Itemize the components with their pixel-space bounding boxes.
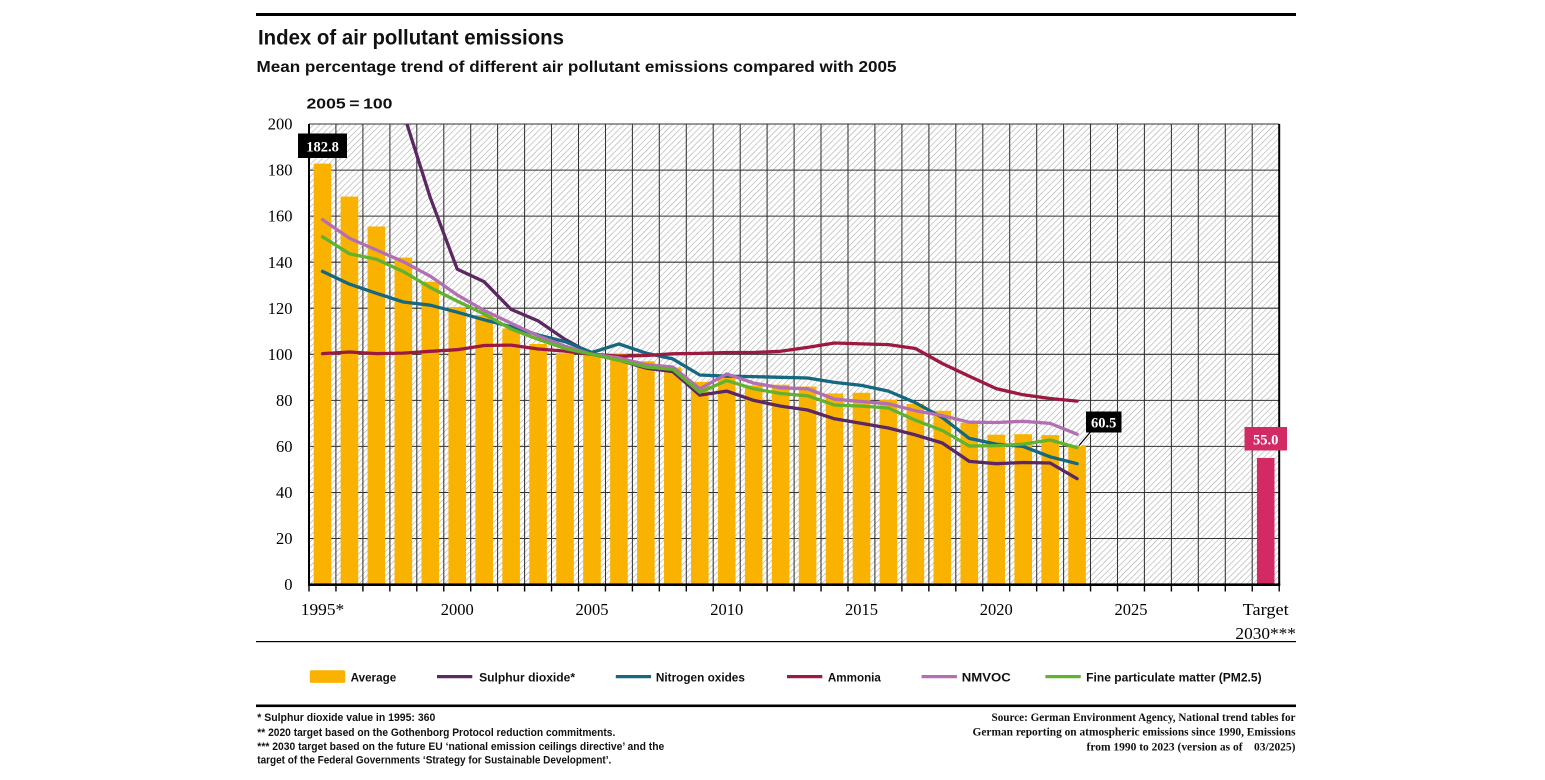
svg-text:** 2020 target based on the Go: ** 2020 target based on the Gothenborg P… xyxy=(257,727,615,739)
svg-text:German reporting on atmospheri: German reporting on atmospheric emission… xyxy=(973,727,1297,739)
svg-text:Sulphur dioxide*: Sulphur dioxide* xyxy=(479,670,575,684)
svg-text:40: 40 xyxy=(276,483,293,502)
svg-text:2000: 2000 xyxy=(441,600,474,619)
svg-text:120: 120 xyxy=(268,299,293,318)
svg-text:182.8: 182.8 xyxy=(306,140,339,156)
svg-text:2005 = 100: 2005 = 100 xyxy=(307,96,393,113)
svg-text:2015: 2015 xyxy=(845,600,878,619)
svg-text:0: 0 xyxy=(284,575,292,594)
svg-text:100: 100 xyxy=(268,345,293,364)
svg-text:2005: 2005 xyxy=(576,600,609,619)
svg-text:Nitrogen oxides: Nitrogen oxides xyxy=(656,670,745,684)
svg-text:2025: 2025 xyxy=(1115,600,1148,619)
svg-text:Fine particulate matter (PM2.5: Fine particulate matter (PM2.5) xyxy=(1086,670,1261,684)
svg-text:2010: 2010 xyxy=(710,600,743,619)
svg-text:Ammonia: Ammonia xyxy=(828,670,881,684)
svg-text:Average: Average xyxy=(351,670,397,684)
svg-text:20: 20 xyxy=(276,529,293,548)
svg-text:Source: German Environment Age: Source: German Environment Agency, Natio… xyxy=(992,712,1296,724)
svg-text:60: 60 xyxy=(276,437,293,456)
svg-text:target of the Federal Governme: target of the Federal Governments ‘Strat… xyxy=(257,755,611,767)
svg-text:160: 160 xyxy=(268,207,293,226)
svg-text:180: 180 xyxy=(268,161,293,180)
svg-text:2020: 2020 xyxy=(980,600,1013,619)
svg-text:80: 80 xyxy=(276,391,293,410)
svg-text:60.5: 60.5 xyxy=(1091,416,1116,432)
svg-text:140: 140 xyxy=(268,253,293,272)
svg-text:1995*: 1995* xyxy=(301,600,345,619)
svg-text:*** 2030 target based on the f: *** 2030 target based on the future EU ‘… xyxy=(257,741,664,753)
svg-text:55.0: 55.0 xyxy=(1253,433,1278,449)
svg-text:NMVOC: NMVOC xyxy=(962,670,1011,684)
svg-text:from 1990 to 2023 (version as: from 1990 to 2023 (version as of 03/2025… xyxy=(1087,742,1296,754)
svg-text:Target: Target xyxy=(1243,600,1289,619)
svg-text:200: 200 xyxy=(268,115,293,134)
svg-text:Mean percentage trend of diffe: Mean percentage trend of different air p… xyxy=(257,59,897,76)
svg-text:2030***: 2030*** xyxy=(1235,624,1296,643)
svg-text:Index of air pollutant emissio: Index of air pollutant emissions xyxy=(258,27,564,50)
svg-text:* Sulphur dioxide value in 199: * Sulphur dioxide value in 1995: 360 xyxy=(257,712,435,724)
